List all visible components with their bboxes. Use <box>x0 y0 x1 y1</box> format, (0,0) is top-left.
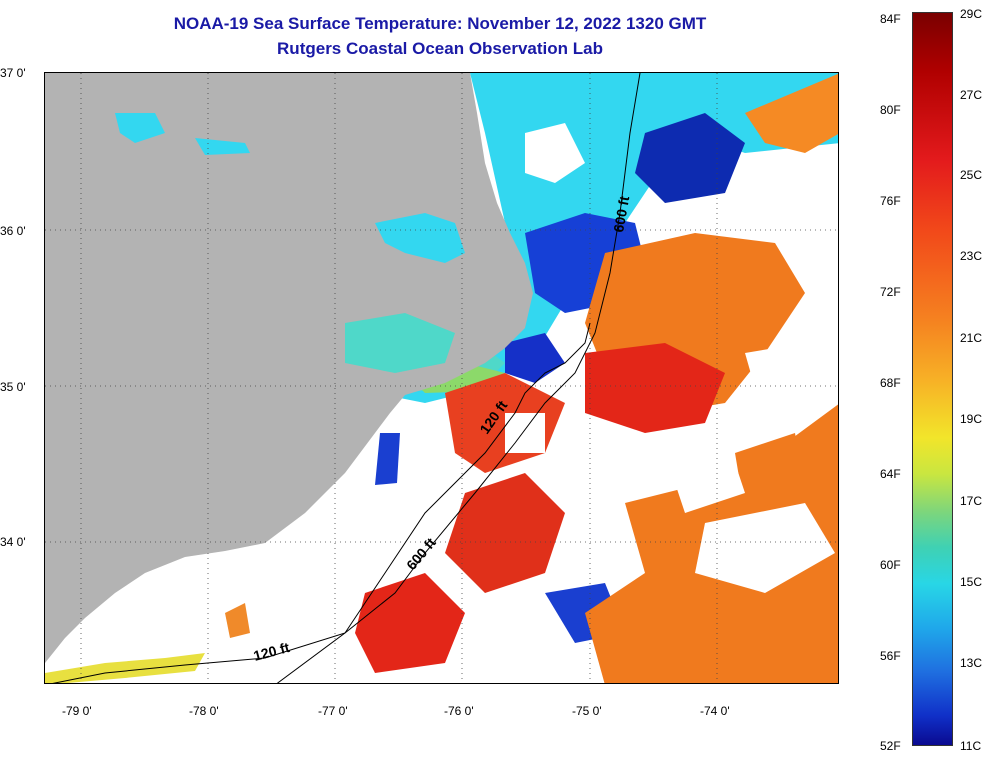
sst-warm-3 <box>745 73 838 153</box>
map-title: NOAA-19 Sea Surface Temperature: Novembe… <box>173 14 707 33</box>
lon-label-78: -78 0' <box>189 704 219 718</box>
colorbar-c-21: 21C <box>960 331 983 345</box>
sst-hot-1 <box>585 343 725 433</box>
lat-label-35: 35 0' <box>0 380 26 394</box>
colorbar-c-13: 13C <box>960 656 983 670</box>
colorbar-c-23: 23C <box>960 249 983 263</box>
sst-cold-blue-2 <box>635 113 745 203</box>
land-mass <box>45 73 533 663</box>
lon-label-74: -74 0' <box>700 704 730 718</box>
colorbar-f-68: 68F <box>880 376 901 390</box>
contour-600ft <box>276 73 641 683</box>
cloud-gaps <box>505 123 835 593</box>
colorbar-c-27: 27C <box>960 88 983 102</box>
lat-label-37: 37 0' <box>0 66 26 80</box>
cloud-3 <box>665 433 745 513</box>
temperature-colorbar <box>912 12 953 746</box>
cloud-6 <box>565 423 625 483</box>
colorbar-c-15: 15C <box>960 575 983 589</box>
colorbar-f-64: 64F <box>880 467 901 481</box>
colorbar-c-11: 11C <box>960 739 982 753</box>
cloud-1 <box>525 123 585 183</box>
lon-label-75: -75 0' <box>572 704 602 718</box>
colorbar-f-56: 56F <box>880 649 901 663</box>
lat-label-36: 36 0' <box>0 224 26 238</box>
sst-yellow-south <box>45 653 205 683</box>
lake-2 <box>195 138 250 155</box>
grid <box>45 73 838 683</box>
contour-label-600-north: 600 ft <box>610 194 632 233</box>
colorbar-c-25: 25C <box>960 168 983 182</box>
lon-label-79: -79 0' <box>62 704 92 718</box>
map-subtitle: Rutgers Coastal Ocean Observation Lab <box>277 39 603 58</box>
sst-map: 600 ft 120 ft 600 ft 120 ft <box>44 72 839 684</box>
sst-warm-4 <box>735 433 805 513</box>
colorbar-f-60: 60F <box>880 558 901 572</box>
colorbar-f-84: 84F <box>880 12 901 26</box>
sound-water <box>375 213 465 263</box>
sst-hot-4 <box>355 573 465 673</box>
lon-label-77: -77 0' <box>318 704 348 718</box>
sst-hot-3 <box>445 473 565 593</box>
sst-orange-patch <box>225 603 250 638</box>
sound-water-2 <box>345 313 455 373</box>
sst-cold-blue-4 <box>375 433 400 485</box>
lake <box>115 113 165 143</box>
colorbar-c-29: 29C <box>960 7 983 21</box>
colorbar-f-52: 52F <box>880 739 901 753</box>
cloud-2 <box>745 343 815 423</box>
colorbar-c-17: 17C <box>960 494 983 508</box>
contour-label-600-south: 600 ft <box>403 534 439 573</box>
contour-120ft <box>52 322 591 683</box>
colorbar-f-76: 76F <box>880 194 901 208</box>
colorbar-c-19: 19C <box>960 412 983 426</box>
contour-label-120-south: 120 ft <box>252 639 292 664</box>
lon-label-76: -76 0' <box>444 704 474 718</box>
colorbar-f-72: 72F <box>880 285 901 299</box>
lat-label-34: 34 0' <box>0 535 26 549</box>
cloud-4 <box>695 503 835 593</box>
colorbar-f-80: 80F <box>880 103 901 117</box>
